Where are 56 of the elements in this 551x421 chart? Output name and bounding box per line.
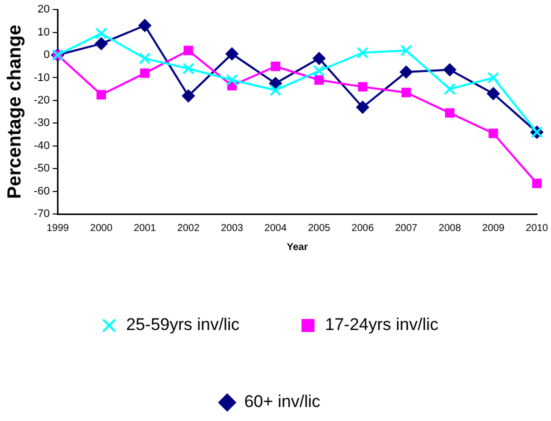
y-tick-label: -20 xyxy=(34,94,50,106)
point xyxy=(532,178,542,188)
y-axis-title: Percentage change xyxy=(4,24,26,199)
point xyxy=(487,72,500,84)
y-tick-label: -70 xyxy=(34,208,50,220)
y-tick-label: -10 xyxy=(34,72,50,84)
point xyxy=(486,87,500,100)
legend-label: 17-24yrs inv/lic xyxy=(325,315,439,334)
point xyxy=(138,19,152,32)
y-tick-label: 10 xyxy=(37,26,50,38)
point xyxy=(356,100,370,114)
x-axis-title: Year xyxy=(286,242,308,253)
point xyxy=(182,89,195,102)
point xyxy=(312,52,326,65)
point xyxy=(270,62,280,72)
point xyxy=(270,84,282,96)
x-tick-label: 2004 xyxy=(264,222,288,234)
x-tick-label: 2005 xyxy=(308,222,331,234)
point xyxy=(225,47,238,60)
x-tick-label: 2006 xyxy=(352,222,374,234)
point xyxy=(313,64,326,77)
x-tick-label: 2000 xyxy=(90,222,113,234)
point xyxy=(488,128,498,138)
y-tick-label: -50 xyxy=(34,162,50,175)
x-tick-label: 2002 xyxy=(177,222,200,234)
point xyxy=(140,68,150,78)
x-tick-label: 2001 xyxy=(134,222,156,234)
point xyxy=(95,27,108,40)
x-tick-label: 2009 xyxy=(482,222,505,234)
point xyxy=(400,44,412,56)
point xyxy=(443,63,456,76)
point xyxy=(314,75,324,85)
point xyxy=(444,83,456,96)
x-tick-label: 2010 xyxy=(526,222,548,234)
point xyxy=(182,62,194,75)
x-tick-label: 1999 xyxy=(46,222,70,234)
point xyxy=(356,46,369,59)
point xyxy=(96,90,106,100)
y-tick-label: 20 xyxy=(37,4,50,16)
x-tick-label: 2008 xyxy=(438,222,462,234)
point xyxy=(358,82,368,92)
y-tick-label: 0 xyxy=(44,49,50,62)
point xyxy=(226,74,238,86)
y-tick-label: -30 xyxy=(34,117,50,130)
point xyxy=(400,66,413,79)
point xyxy=(445,108,454,118)
y-tick-label: -40 xyxy=(34,140,50,152)
point xyxy=(94,37,108,50)
x-tick-label: 2007 xyxy=(395,222,418,234)
legend-label: 60+ inv/lic xyxy=(244,392,321,412)
point xyxy=(138,52,151,64)
point xyxy=(401,88,411,98)
x-tick-label: 2003 xyxy=(220,222,244,234)
point xyxy=(184,46,194,56)
y-tick-label: -60 xyxy=(34,185,50,198)
legend-label: 25-59yrs inv/lic xyxy=(126,315,240,334)
